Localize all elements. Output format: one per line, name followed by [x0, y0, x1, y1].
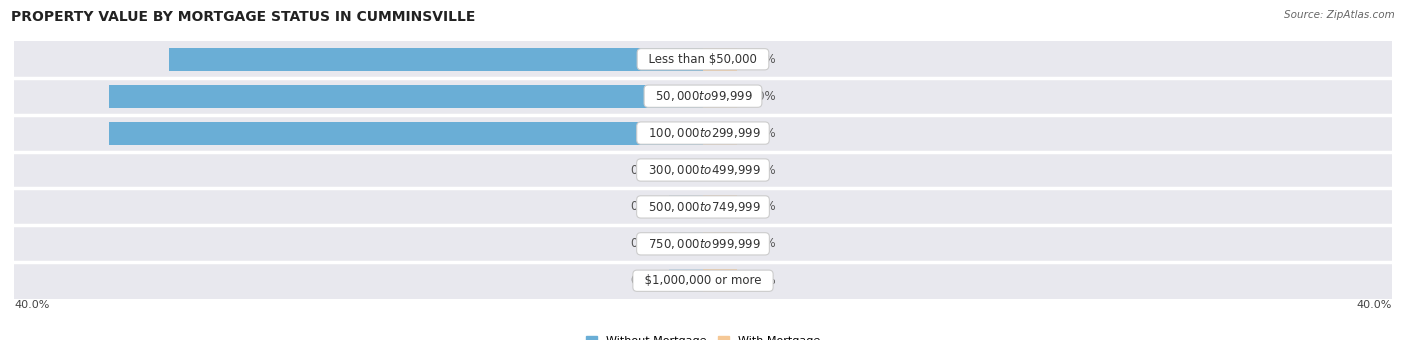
- Text: $300,000 to $499,999: $300,000 to $499,999: [641, 163, 765, 177]
- Text: 0.0%: 0.0%: [630, 237, 659, 250]
- Text: $750,000 to $999,999: $750,000 to $999,999: [641, 237, 765, 251]
- Text: 31.0%: 31.0%: [682, 53, 723, 66]
- Text: 34.5%: 34.5%: [682, 126, 723, 140]
- Text: $500,000 to $749,999: $500,000 to $749,999: [641, 200, 765, 214]
- Bar: [669, 232, 703, 255]
- Text: 0.0%: 0.0%: [747, 200, 776, 214]
- Bar: [669, 195, 703, 218]
- Text: 40.0%: 40.0%: [14, 300, 49, 310]
- Bar: [108, 122, 703, 144]
- Text: 0.0%: 0.0%: [747, 274, 776, 287]
- Bar: [14, 115, 1392, 152]
- Text: 0.0%: 0.0%: [630, 274, 659, 287]
- Bar: [703, 232, 738, 255]
- Bar: [703, 48, 738, 71]
- Bar: [669, 158, 703, 182]
- Bar: [14, 188, 1392, 225]
- Legend: Without Mortgage, With Mortgage: Without Mortgage, With Mortgage: [582, 331, 824, 340]
- Text: 0.0%: 0.0%: [630, 200, 659, 214]
- Bar: [703, 158, 738, 182]
- Text: $1,000,000 or more: $1,000,000 or more: [637, 274, 769, 287]
- Text: Source: ZipAtlas.com: Source: ZipAtlas.com: [1284, 10, 1395, 20]
- Text: PROPERTY VALUE BY MORTGAGE STATUS IN CUMMINSVILLE: PROPERTY VALUE BY MORTGAGE STATUS IN CUM…: [11, 10, 475, 24]
- Text: 34.5%: 34.5%: [682, 90, 723, 103]
- Bar: [703, 122, 738, 144]
- Bar: [14, 78, 1392, 115]
- Bar: [14, 262, 1392, 299]
- Bar: [669, 269, 703, 292]
- Text: 0.0%: 0.0%: [747, 90, 776, 103]
- Text: 0.0%: 0.0%: [747, 237, 776, 250]
- Bar: [14, 152, 1392, 188]
- Text: Less than $50,000: Less than $50,000: [641, 53, 765, 66]
- Text: 40.0%: 40.0%: [1357, 300, 1392, 310]
- Text: $50,000 to $99,999: $50,000 to $99,999: [648, 89, 758, 103]
- Bar: [703, 269, 738, 292]
- Text: 0.0%: 0.0%: [630, 164, 659, 176]
- Bar: [14, 225, 1392, 262]
- Bar: [703, 195, 738, 218]
- Bar: [169, 48, 703, 71]
- Text: $100,000 to $299,999: $100,000 to $299,999: [641, 126, 765, 140]
- Bar: [703, 85, 738, 108]
- Text: 0.0%: 0.0%: [747, 126, 776, 140]
- Bar: [108, 85, 703, 108]
- Text: 0.0%: 0.0%: [747, 164, 776, 176]
- Bar: [14, 41, 1392, 78]
- Text: 0.0%: 0.0%: [747, 53, 776, 66]
